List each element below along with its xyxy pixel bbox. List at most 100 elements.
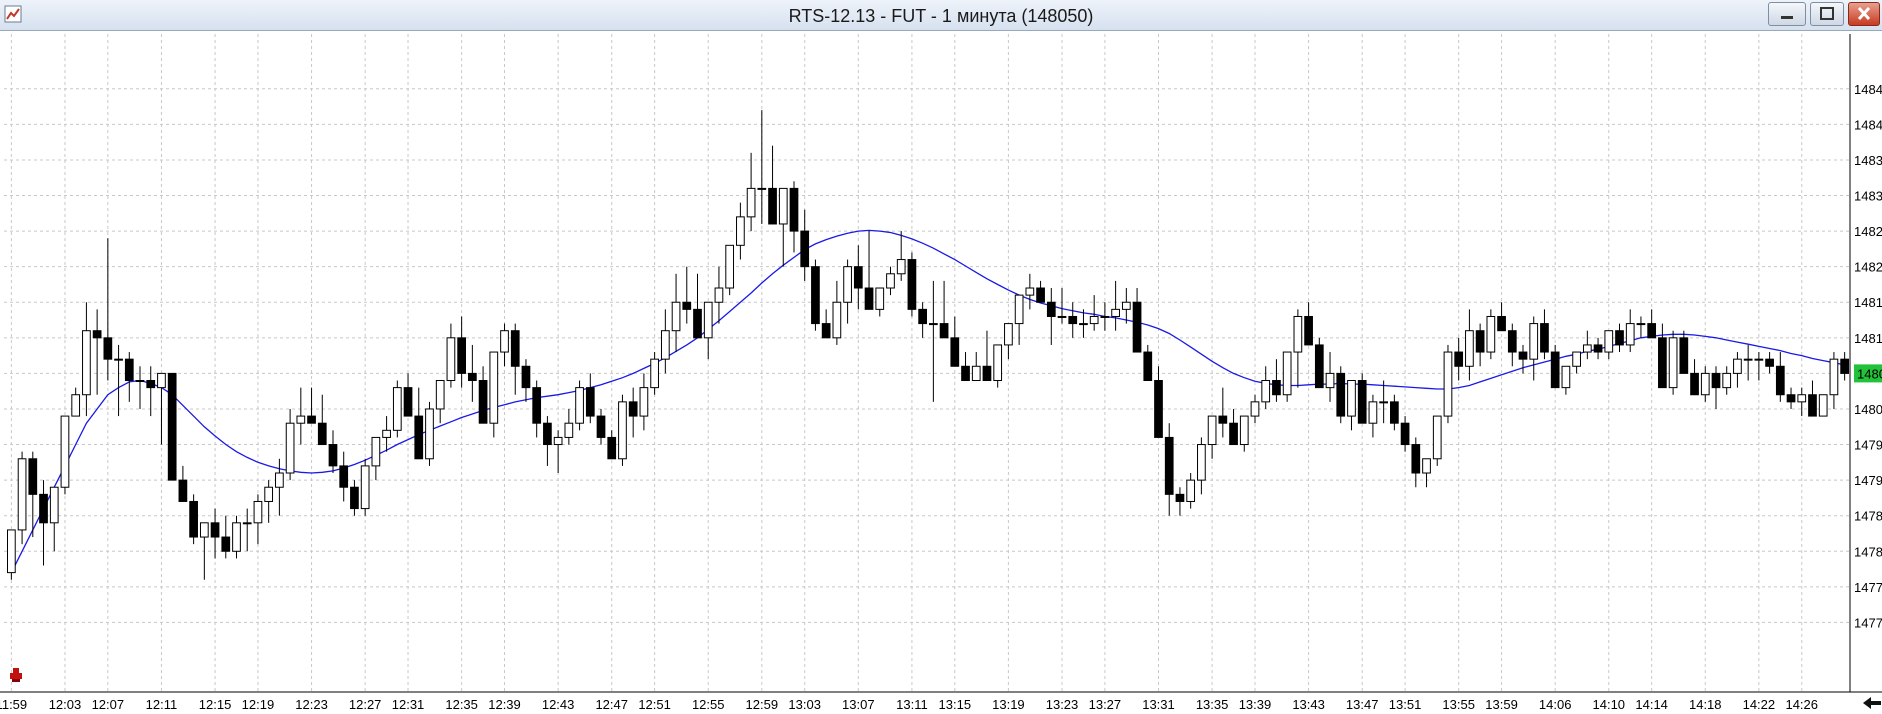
x-tick-label: 13:47 bbox=[1346, 697, 1379, 712]
price-chart[interactable]: 1477 1477 1478 1478 1479 1479 1480 1480 1481 1481… bbox=[0, 31, 1882, 714]
candle bbox=[832, 301, 842, 339]
minimize-button[interactable] bbox=[1768, 2, 1806, 26]
candle bbox=[929, 323, 938, 326]
candle bbox=[275, 472, 284, 488]
candle bbox=[1272, 380, 1281, 396]
candle bbox=[242, 522, 252, 525]
candle bbox=[596, 415, 606, 438]
candle bbox=[157, 372, 166, 389]
current-price-marker: 1480 bbox=[1854, 364, 1882, 383]
candle bbox=[1486, 315, 1496, 353]
candle bbox=[178, 479, 188, 502]
candle bbox=[1379, 401, 1388, 404]
candle bbox=[1475, 330, 1485, 353]
candle bbox=[1100, 315, 1110, 318]
candle bbox=[1239, 415, 1249, 446]
chart-app-icon[interactable] bbox=[4, 5, 22, 23]
x-tick-label: 13:31 bbox=[1142, 697, 1175, 712]
candle bbox=[296, 415, 306, 424]
x-tick-label: 13:51 bbox=[1389, 697, 1422, 712]
candle bbox=[382, 429, 391, 438]
candle bbox=[1840, 358, 1849, 374]
y-tick-label: 1478 bbox=[1854, 509, 1882, 524]
candle bbox=[907, 259, 917, 310]
candle bbox=[264, 486, 274, 502]
candle bbox=[446, 337, 456, 382]
candle bbox=[1111, 308, 1120, 317]
current-price-label: 1480 bbox=[1857, 366, 1882, 381]
x-tick-label: 14:26 bbox=[1785, 697, 1818, 712]
candle bbox=[1711, 372, 1721, 389]
y-tick-label: 1484 bbox=[1854, 82, 1882, 97]
candle bbox=[1593, 344, 1603, 353]
x-tick-label: 12:11 bbox=[146, 697, 178, 712]
candle bbox=[392, 387, 402, 431]
candle bbox=[1786, 394, 1796, 403]
candle bbox=[650, 358, 659, 389]
y-tick-label: 1483 bbox=[1854, 153, 1882, 168]
candle bbox=[1164, 436, 1174, 495]
candle bbox=[1443, 351, 1453, 417]
x-tick-label: 12:23 bbox=[295, 697, 328, 712]
y-tick-label: 1481 bbox=[1854, 295, 1882, 310]
candle bbox=[1540, 323, 1549, 353]
x-tick-label: 13:27 bbox=[1089, 697, 1122, 712]
x-tick-label: 14:06 bbox=[1539, 697, 1572, 712]
candle bbox=[371, 436, 381, 467]
candle bbox=[1197, 444, 1206, 481]
x-tick-label: 13:11 bbox=[896, 697, 928, 712]
candle bbox=[1454, 351, 1464, 367]
close-button[interactable] bbox=[1848, 2, 1880, 26]
candle bbox=[403, 387, 413, 417]
candle bbox=[1229, 422, 1238, 446]
candle bbox=[564, 422, 574, 438]
candle bbox=[1068, 315, 1078, 325]
candle bbox=[1497, 315, 1506, 332]
candle bbox=[1550, 351, 1560, 389]
candle bbox=[489, 351, 499, 424]
window-titlebar: RTS-12.13 - FUT - 1 минута (148050) bbox=[0, 0, 1882, 31]
trader-marker-icon[interactable] bbox=[10, 668, 22, 682]
candle bbox=[1518, 351, 1528, 360]
candle bbox=[1582, 344, 1592, 353]
candle bbox=[628, 401, 638, 417]
candle bbox=[1218, 415, 1228, 424]
candle bbox=[800, 230, 810, 268]
y-tick-label: 1480 bbox=[1854, 402, 1882, 417]
x-tick-label: 13:39 bbox=[1239, 697, 1272, 712]
candle bbox=[28, 458, 38, 495]
candle bbox=[618, 401, 627, 460]
x-tick-label: 14:22 bbox=[1743, 697, 1776, 712]
scroll-left-arrow-icon[interactable] bbox=[1862, 694, 1882, 712]
y-tick-label: 1482 bbox=[1854, 224, 1882, 239]
candle bbox=[71, 394, 81, 417]
candle bbox=[1089, 315, 1099, 325]
candle bbox=[1347, 380, 1356, 417]
candle bbox=[478, 380, 488, 424]
close-icon bbox=[1857, 6, 1871, 21]
candle bbox=[253, 500, 263, 524]
candle bbox=[210, 522, 220, 538]
maximize-button[interactable] bbox=[1810, 2, 1844, 26]
candle bbox=[1121, 301, 1131, 310]
candle bbox=[982, 365, 992, 382]
candle bbox=[49, 486, 59, 524]
candle bbox=[1658, 337, 1667, 389]
candle bbox=[1411, 444, 1421, 474]
candle bbox=[553, 436, 563, 446]
candle bbox=[1132, 301, 1142, 353]
y-tick-label: 1484 bbox=[1854, 117, 1882, 132]
ma-polyline bbox=[10, 229, 1845, 573]
x-tick-label: 14:14 bbox=[1635, 697, 1668, 712]
candle bbox=[317, 422, 327, 446]
candle bbox=[1143, 351, 1153, 382]
y-tick-label: 1479 bbox=[1854, 438, 1882, 453]
candle bbox=[1679, 337, 1689, 374]
candle bbox=[1668, 337, 1678, 389]
candle bbox=[468, 372, 477, 382]
x-tick-label: 12:31 bbox=[392, 697, 425, 712]
candle bbox=[1336, 372, 1346, 417]
candle bbox=[39, 493, 48, 524]
candle bbox=[1700, 372, 1710, 396]
candle bbox=[1368, 401, 1378, 424]
